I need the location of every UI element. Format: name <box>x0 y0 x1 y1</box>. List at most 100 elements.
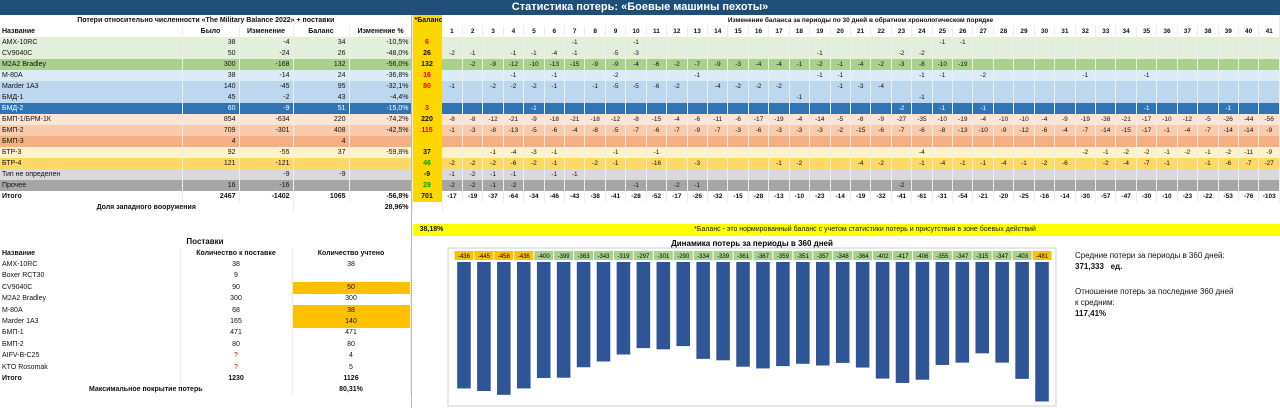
period-cell <box>1115 92 1137 103</box>
data-label: -436 <box>518 254 531 260</box>
period-cell: -5 <box>605 125 627 136</box>
period-cell: -2 <box>830 125 851 136</box>
period-cell <box>789 81 811 92</box>
bar <box>776 262 790 367</box>
table-row: AMX-10RC 38 -4 34 -10,5% 6 <box>0 37 443 48</box>
total-norm-balance: 701 <box>412 191 443 202</box>
period-cell: -1 <box>442 169 463 180</box>
bar <box>576 262 591 368</box>
period-cell <box>972 37 994 48</box>
period-number: 11 <box>646 26 668 37</box>
period-cell <box>850 70 872 81</box>
period-cell: -2 <box>462 158 484 169</box>
period-cell: -12 <box>1177 114 1199 125</box>
was-value: 38 <box>182 37 240 48</box>
period-cell: -19 <box>768 114 790 125</box>
divider <box>411 15 412 408</box>
was-value: 140 <box>182 81 240 92</box>
period-cell <box>830 169 851 180</box>
period-cell: -1 <box>768 158 790 169</box>
period-cell <box>972 48 994 59</box>
data-label: -481 <box>1036 254 1049 260</box>
period-cell <box>830 147 851 158</box>
period-cell <box>1075 136 1097 147</box>
avg-label: Средние потери за периоды в 360 дней: <box>1075 251 1225 260</box>
period-row: -1 -1 -1 -1 <box>442 37 1280 48</box>
period-cell <box>1115 37 1137 48</box>
change-value: -121 <box>239 158 294 169</box>
period-cell <box>891 147 913 158</box>
period-number: 21 <box>850 26 872 37</box>
supply-qty: ? <box>180 350 293 362</box>
period-cell: -6 <box>870 125 892 136</box>
period-cell <box>666 48 688 59</box>
period-cell <box>850 37 872 48</box>
period-number: 36 <box>1156 26 1178 37</box>
period-cell: -9 <box>523 114 545 125</box>
period-cell: -4 <box>850 158 872 169</box>
supplies-title: Поставки <box>186 237 224 246</box>
period-cell: -1 <box>687 180 708 191</box>
period-cell <box>1177 92 1199 103</box>
period-cell <box>870 70 892 81</box>
period-cell <box>584 103 606 114</box>
norm-balance: 132 <box>412 59 443 70</box>
period-cell: -2 <box>972 70 994 81</box>
period-total: -23 <box>809 191 831 202</box>
supply-row: Marder 1A3 165 140 <box>0 316 411 328</box>
data-label: -301 <box>657 254 670 260</box>
period-number: 4 <box>503 26 525 37</box>
bar <box>696 262 710 359</box>
period-cell <box>1054 147 1076 158</box>
supply-qty: 471 <box>180 327 293 340</box>
period-total: -21 <box>972 191 994 202</box>
period-cell <box>850 92 872 103</box>
period-cell <box>830 180 851 191</box>
period-cell: -1 <box>503 48 525 59</box>
period-cell: -1 <box>625 180 647 191</box>
period-cell <box>1013 180 1035 191</box>
period-cell <box>911 103 933 114</box>
period-cell <box>503 92 525 103</box>
period-cell <box>789 180 811 191</box>
was-value: 4 <box>182 136 240 147</box>
period-cell: -2 <box>482 158 504 169</box>
period-row: -2 -2 -1 -2 -1 -2 -1 -2 <box>442 180 1280 191</box>
period-cell <box>727 92 749 103</box>
period-cell <box>646 70 668 81</box>
period-cell: -1 <box>564 169 586 180</box>
period-cell: -35 <box>911 114 933 125</box>
period-row <box>442 136 1280 147</box>
period-cell <box>1218 59 1239 70</box>
change-pct: -56,0% <box>349 59 413 70</box>
period-cell <box>462 81 484 92</box>
period-row: -1 -2 -2 -2 -1 -1 -5 -5 -6 -2 -4 -2 -2 -2 -1 -3 -4 <box>442 81 1280 92</box>
period-cell <box>993 92 1015 103</box>
period-cell: -6 <box>1218 158 1239 169</box>
period-cell <box>625 92 647 103</box>
period-cell: -12 <box>1013 125 1035 136</box>
period-cell <box>564 70 586 81</box>
period-total: -10 <box>1156 191 1178 202</box>
period-cell <box>1075 81 1097 92</box>
bar <box>1015 262 1029 379</box>
period-cell: -1 <box>503 169 525 180</box>
data-label-bg <box>992 251 1012 260</box>
data-label: -355 <box>936 254 949 260</box>
period-cell: -19 <box>952 114 974 125</box>
period-cell: -4 <box>870 81 892 92</box>
period-cell <box>707 70 729 81</box>
period-cell: -1 <box>932 70 954 81</box>
period-cell: -2 <box>462 180 484 191</box>
period-row: -2 -9 -12 -10 -13 -15 -9 -9 -4 -6 -2 -7 -9 -3 -4 -4 -1 -2… <box>442 59 1280 70</box>
period-cell: -5 <box>1197 114 1219 125</box>
period-cell <box>1218 180 1239 191</box>
period-cell: -1 <box>789 92 811 103</box>
norm-balance: 46 <box>412 158 443 169</box>
period-cell <box>687 81 708 92</box>
supply-counted: 38 <box>292 304 411 317</box>
period-numbers-row: 1 2 3 4 5 6 7 8 9 10 11 12 13 14 15 16 17 18 19 20 21 22 23 24 2… <box>442 26 1280 37</box>
balance-value: 95 <box>293 81 350 92</box>
data-label: -403 <box>1016 254 1029 260</box>
period-cell <box>1258 103 1280 114</box>
